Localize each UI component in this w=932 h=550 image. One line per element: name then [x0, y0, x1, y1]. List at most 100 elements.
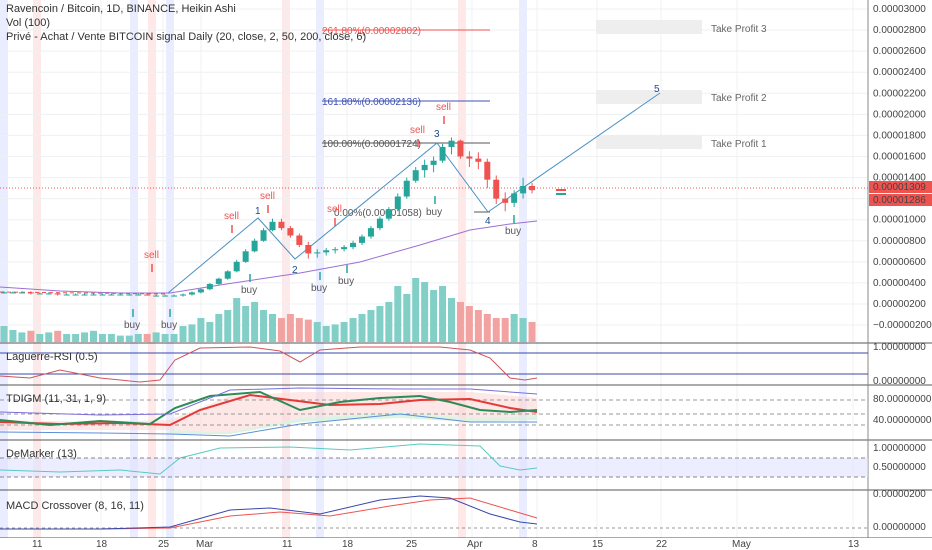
candle-body	[9, 292, 16, 294]
candle-body	[403, 180, 410, 197]
candle-body	[180, 294, 186, 296]
price-tick-label: 0.00002000	[873, 109, 926, 120]
volume-bar	[430, 290, 438, 342]
price-tick-label: 0.00000200	[873, 299, 926, 310]
take-profit-zone	[596, 135, 702, 149]
sell-label: sell	[144, 250, 159, 261]
sell-label: sell	[436, 102, 451, 113]
volume-bar	[251, 302, 259, 342]
candle-body	[90, 294, 97, 296]
time-tick-label: 25	[158, 539, 170, 550]
volume-bar	[269, 314, 276, 342]
candle-body	[350, 242, 357, 248]
volume-bar	[492, 318, 500, 342]
candle-body	[224, 271, 231, 279]
candle-body	[1, 292, 7, 294]
demarker-line	[0, 443, 538, 475]
time-tick-label: 18	[342, 539, 354, 550]
signal-legend: Privé - Achat / Vente BITCOIN signal Dai…	[6, 31, 367, 43]
time-tick-label: 18	[96, 539, 108, 550]
candle-body	[511, 193, 518, 203]
candle-body	[188, 292, 195, 295]
sell-label: sell	[224, 211, 239, 222]
highlight-band	[519, 0, 527, 550]
time-tick-label: 22	[656, 539, 668, 550]
wave-label: 5	[654, 84, 660, 95]
candle-body	[305, 244, 312, 254]
time-tick-label: 15	[592, 539, 604, 550]
tdigm-lower-band	[0, 413, 537, 437]
volume-bar	[448, 298, 455, 342]
volume-bar	[456, 302, 464, 342]
trend-dash-line	[0, 291, 169, 295]
marker	[556, 189, 566, 191]
second-price-value: 0.00001286	[873, 195, 926, 206]
candle-body	[260, 230, 267, 241]
volume-bar	[179, 326, 187, 342]
last-price-value: 0.00001309	[873, 182, 926, 193]
volume-bar	[90, 330, 97, 342]
candle-body	[215, 278, 222, 284]
volume-bar	[107, 334, 115, 342]
candle-body	[448, 140, 455, 148]
demarker-title: DeMarker (13)	[6, 448, 77, 460]
volume-bar	[143, 334, 151, 342]
volume-bar	[197, 318, 205, 342]
tdigm-tick: 80.00000000	[873, 394, 932, 405]
volume-bar	[134, 334, 142, 342]
volume-bar	[27, 330, 35, 342]
fib-level-label: 261.80%(0.00002802)	[322, 26, 421, 37]
candle-body	[314, 252, 321, 254]
candle-body	[296, 235, 303, 245]
price-tick-label: 0.00000600	[873, 257, 926, 268]
volume-bar	[45, 332, 53, 342]
candle-body	[421, 164, 428, 171]
buy-label: buy	[241, 285, 257, 296]
volume-bar	[322, 326, 330, 342]
candle-body	[117, 294, 124, 296]
take-profit-label: Take Profit 1	[711, 139, 767, 150]
volume-bar	[367, 310, 375, 342]
price-tick-label: 0.00001400	[873, 173, 926, 184]
price-tick-label: 0.00000800	[873, 236, 926, 247]
laguerre-tick: 0.00000000	[873, 376, 926, 387]
candle-body	[493, 179, 500, 199]
highlight-band	[458, 0, 466, 550]
volume-bar	[304, 319, 312, 342]
candle-body	[99, 294, 106, 296]
candle-body	[251, 240, 258, 252]
candle-body	[341, 247, 348, 250]
volume-bar	[295, 318, 303, 342]
price-tick-label: 0.00000400	[873, 278, 926, 289]
last-price-tag	[869, 181, 932, 193]
time-tick-label: 8	[532, 539, 538, 550]
wave-label: 1	[255, 206, 261, 217]
volume-bar	[331, 324, 339, 342]
volume-bar	[403, 294, 411, 342]
volume-bar	[286, 314, 294, 342]
volume-bar	[125, 335, 133, 342]
take-profit-zone	[596, 90, 702, 104]
candle-body	[153, 295, 160, 297]
candle-body	[233, 261, 240, 272]
volume-bar	[233, 298, 241, 342]
volume-bar	[36, 334, 44, 342]
candle-body	[36, 293, 43, 295]
time-tick-label: 25	[406, 539, 418, 550]
buy-label: buy	[311, 283, 327, 294]
second-price-tag	[869, 194, 932, 206]
buy-label: buy	[426, 207, 442, 218]
fib-level-label: 0.00%(0.00001058)	[334, 208, 422, 219]
highlight-band	[148, 0, 156, 550]
tdigm-upper-band	[0, 387, 538, 416]
laguerre-tick: 1.00000000	[873, 342, 926, 353]
buy-label: buy	[505, 226, 521, 237]
time-tick-label: May	[732, 539, 751, 550]
price-tick-label: 0.00002600	[873, 46, 926, 57]
volume-bar	[260, 310, 268, 342]
sell-label: sell	[327, 204, 342, 215]
time-tick-label: 11	[32, 539, 43, 550]
price-tick-label: 0.00002400	[873, 67, 926, 78]
